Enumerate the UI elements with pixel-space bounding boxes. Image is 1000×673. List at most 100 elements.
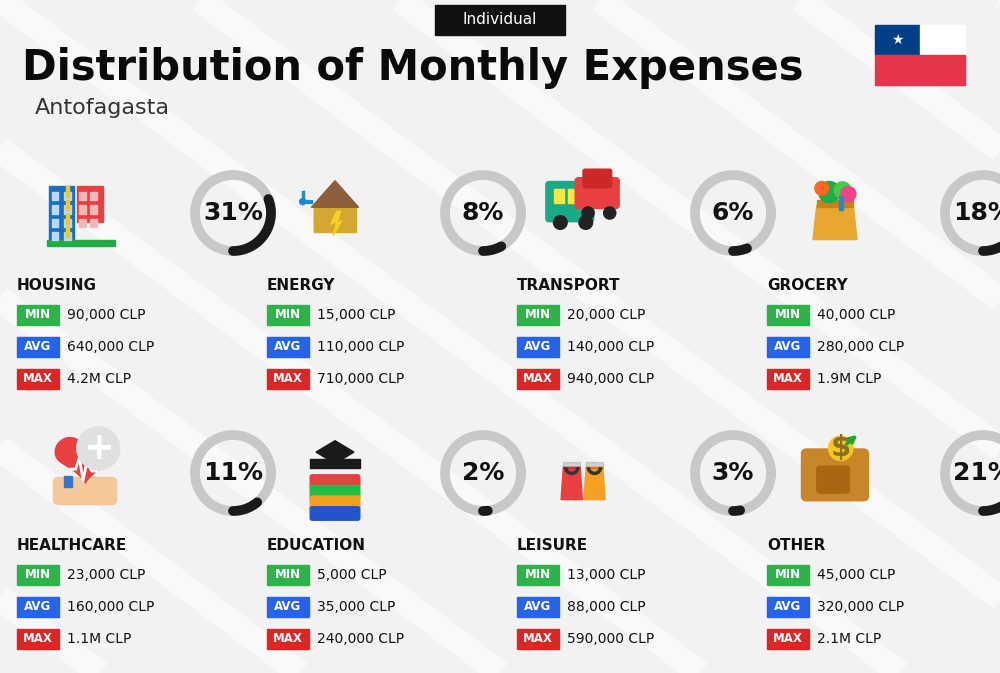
FancyBboxPatch shape [575, 178, 619, 209]
Text: HEALTHCARE: HEALTHCARE [17, 538, 127, 553]
Bar [875, 25, 920, 55]
FancyBboxPatch shape [310, 507, 360, 520]
Text: AVG: AVG [24, 341, 52, 353]
FancyBboxPatch shape [767, 369, 809, 389]
Circle shape [579, 215, 593, 229]
Text: MIN: MIN [525, 569, 551, 581]
Bar [52, 219, 58, 227]
FancyBboxPatch shape [17, 305, 59, 325]
FancyBboxPatch shape [546, 182, 594, 221]
Text: MAX: MAX [523, 633, 553, 645]
Bar [583, 189, 593, 203]
Text: 45,000 CLP: 45,000 CLP [817, 568, 895, 582]
Bar [563, 462, 580, 468]
Circle shape [604, 207, 616, 219]
Text: 1.9M CLP: 1.9M CLP [817, 372, 881, 386]
FancyBboxPatch shape [17, 629, 59, 649]
Bar [64, 205, 71, 214]
FancyBboxPatch shape [767, 305, 809, 325]
Bar [64, 192, 71, 201]
Circle shape [300, 199, 306, 205]
Text: MIN: MIN [25, 308, 51, 322]
Text: MAX: MAX [773, 633, 803, 645]
Text: MAX: MAX [523, 372, 553, 386]
Text: HOUSING: HOUSING [17, 277, 97, 293]
Circle shape [834, 182, 851, 199]
Bar [310, 458, 360, 468]
Polygon shape [311, 180, 359, 207]
Text: Distribution of Monthly Expenses: Distribution of Monthly Expenses [22, 47, 804, 89]
FancyBboxPatch shape [310, 485, 360, 499]
Text: 240,000 CLP: 240,000 CLP [317, 632, 404, 646]
Bar [79, 205, 86, 214]
Text: AVG: AVG [274, 600, 302, 614]
Text: MIN: MIN [275, 308, 301, 322]
Text: AVG: AVG [524, 600, 552, 614]
Text: 640,000 CLP: 640,000 CLP [67, 340, 154, 354]
FancyBboxPatch shape [53, 478, 117, 505]
Bar [66, 200, 69, 211]
Bar [79, 219, 86, 227]
FancyBboxPatch shape [17, 337, 59, 357]
Text: MIN: MIN [775, 569, 801, 581]
Bar [586, 462, 603, 468]
Circle shape [841, 186, 856, 202]
Bar [554, 189, 564, 203]
Text: $: $ [831, 434, 851, 462]
Bar [90, 205, 97, 214]
Bar [79, 192, 86, 201]
FancyBboxPatch shape [267, 597, 309, 617]
Bar [329, 450, 341, 460]
Bar [64, 476, 72, 487]
Text: 31%: 31% [203, 201, 263, 225]
Text: TRANSPORT: TRANSPORT [517, 277, 620, 293]
FancyBboxPatch shape [767, 337, 809, 357]
Text: 320,000 CLP: 320,000 CLP [817, 600, 904, 614]
Bar [49, 186, 74, 240]
Text: 6%: 6% [712, 201, 754, 225]
FancyBboxPatch shape [17, 597, 59, 617]
FancyBboxPatch shape [517, 629, 559, 649]
FancyBboxPatch shape [517, 305, 559, 325]
FancyBboxPatch shape [817, 466, 849, 493]
Text: 8%: 8% [462, 201, 504, 225]
Text: 5,000 CLP: 5,000 CLP [317, 568, 387, 582]
Text: Antofagasta: Antofagasta [35, 98, 170, 118]
Polygon shape [330, 211, 342, 236]
Polygon shape [316, 441, 354, 464]
Polygon shape [561, 467, 582, 499]
Text: 35,000 CLP: 35,000 CLP [317, 600, 395, 614]
Text: Individual: Individual [463, 13, 537, 28]
Text: 88,000 CLP: 88,000 CLP [567, 600, 646, 614]
Bar [920, 25, 965, 55]
Text: EDUCATION: EDUCATION [267, 538, 366, 553]
Text: MAX: MAX [273, 372, 303, 386]
Text: 160,000 CLP: 160,000 CLP [67, 600, 154, 614]
Text: AVG: AVG [274, 341, 302, 353]
Text: 2%: 2% [462, 461, 504, 485]
FancyBboxPatch shape [517, 337, 559, 357]
Text: 15,000 CLP: 15,000 CLP [317, 308, 396, 322]
Text: LEISURE: LEISURE [517, 538, 588, 553]
Bar [568, 189, 579, 203]
Text: MAX: MAX [23, 633, 53, 645]
Text: MIN: MIN [275, 569, 301, 581]
FancyBboxPatch shape [767, 629, 809, 649]
Text: 4.2M CLP: 4.2M CLP [67, 372, 131, 386]
FancyBboxPatch shape [517, 369, 559, 389]
Text: MAX: MAX [773, 372, 803, 386]
Text: 11%: 11% [203, 461, 263, 485]
Text: AVG: AVG [24, 600, 52, 614]
FancyBboxPatch shape [267, 369, 309, 389]
Bar [52, 192, 58, 201]
FancyBboxPatch shape [517, 597, 559, 617]
Bar [817, 200, 853, 207]
FancyBboxPatch shape [583, 169, 612, 188]
Bar [77, 186, 103, 223]
Text: 18%: 18% [953, 201, 1000, 225]
Bar [875, 55, 965, 85]
Text: ★: ★ [891, 33, 904, 47]
Circle shape [553, 215, 567, 229]
FancyBboxPatch shape [17, 565, 59, 585]
Bar [314, 207, 356, 232]
